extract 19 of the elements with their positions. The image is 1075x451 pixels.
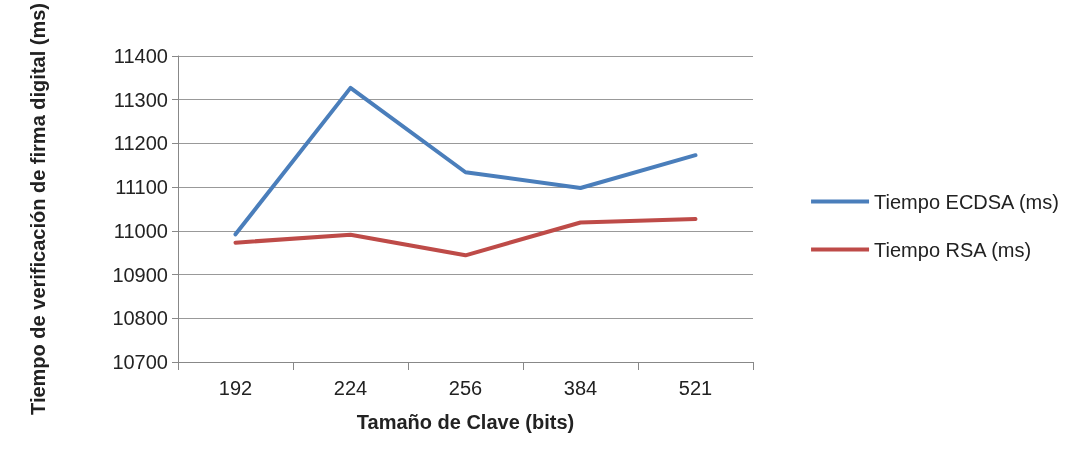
y-tick-label: 10900 [112,263,168,286]
x-axis-title: Tamaño de Clave (bits) [356,411,575,433]
legend-label: Tiempo RSA (ms) [874,238,1032,261]
y-tick-label: 10700 [112,351,168,373]
y-tick-label: 11300 [113,88,168,111]
x-tick-label: 521 [678,377,713,399]
x-tick-label: 224 [333,377,368,399]
y-tick-label: 10800 [112,307,168,330]
legend-label: Tiempo ECDSA (ms) [874,190,1059,213]
x-tick-label: 256 [448,377,483,399]
y-tick-label: 11400 [113,44,168,67]
x-tick-label: 192 [218,377,253,399]
line-series [233,217,698,258]
y-tick-label: 11100 [115,176,168,199]
y-axis-title: Tiempo de verificación de firma digital (ms) [27,3,49,415]
x-tick-label: 384 [563,377,598,399]
y-tick-label: 11000 [113,219,168,242]
line-series [233,85,698,237]
y-tick-label: 11200 [113,132,168,155]
